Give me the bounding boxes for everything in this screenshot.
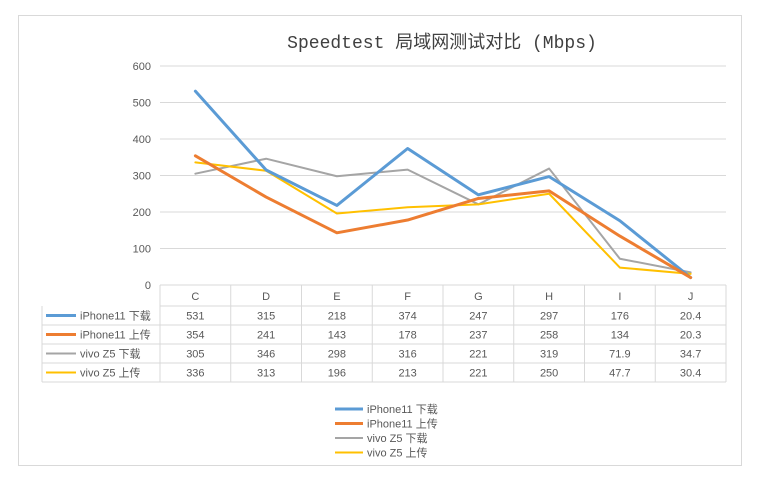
table-cell: 20.4 bbox=[680, 311, 701, 323]
x-category-label: J bbox=[688, 291, 694, 303]
y-tick-label: 600 bbox=[133, 61, 151, 73]
legend-label: iPhone11 下载 bbox=[367, 403, 438, 416]
table-cell: 134 bbox=[611, 330, 629, 342]
series-line-1 bbox=[193, 154, 693, 280]
chart-title: Speedtest 局域网测试对比 (Mbps) bbox=[287, 32, 597, 54]
table-cell: 315 bbox=[257, 311, 275, 323]
table-cell: 374 bbox=[398, 311, 416, 323]
series-line-0 bbox=[193, 89, 693, 280]
table-cell: 297 bbox=[540, 311, 558, 323]
table-cell: 258 bbox=[540, 330, 558, 342]
legend-label: vivo Z5 下载 bbox=[367, 432, 428, 445]
table-cell: 213 bbox=[398, 368, 416, 380]
y-tick-label: 200 bbox=[133, 207, 151, 219]
table-cell: 196 bbox=[328, 368, 346, 380]
legend-label: vivo Z5 上传 bbox=[367, 447, 428, 460]
table-cell: 71.9 bbox=[609, 349, 630, 361]
table-cell: 241 bbox=[257, 330, 275, 342]
x-category-label: G bbox=[474, 291, 483, 303]
chart-frame bbox=[18, 15, 742, 466]
table-cell: 143 bbox=[328, 330, 346, 342]
y-tick-label: 0 bbox=[145, 280, 151, 292]
table-series-name: vivo Z5 下载 bbox=[80, 348, 141, 361]
table-cell: 47.7 bbox=[609, 368, 630, 380]
table-cell: 218 bbox=[328, 311, 346, 323]
x-category-label: D bbox=[262, 291, 270, 303]
y-tick-label: 400 bbox=[133, 134, 151, 146]
series-line-3 bbox=[194, 161, 692, 275]
table-cell: 313 bbox=[257, 368, 275, 380]
table-cell: 319 bbox=[540, 349, 558, 361]
table-cell: 20.3 bbox=[680, 330, 701, 342]
y-tick-label: 100 bbox=[133, 244, 151, 256]
x-category-label: C bbox=[191, 291, 199, 303]
table-cell: 316 bbox=[398, 349, 416, 361]
table-cell: 221 bbox=[469, 349, 487, 361]
legend-label: iPhone11 上传 bbox=[367, 418, 438, 431]
table-cell: 30.4 bbox=[680, 368, 701, 380]
table-series-name: vivo Z5 上传 bbox=[80, 367, 141, 380]
table-cell: 336 bbox=[186, 368, 204, 380]
table-cell: 250 bbox=[540, 368, 558, 380]
table-cell: 298 bbox=[328, 349, 346, 361]
table-cell: 354 bbox=[186, 330, 204, 342]
table-cell: 305 bbox=[186, 349, 204, 361]
y-tick-label: 300 bbox=[133, 171, 151, 183]
table-cell: 34.7 bbox=[680, 349, 701, 361]
table-cell: 247 bbox=[469, 311, 487, 323]
x-category-label: F bbox=[404, 291, 411, 303]
table-cell: 346 bbox=[257, 349, 275, 361]
x-category-label: I bbox=[618, 291, 621, 303]
y-tick-label: 500 bbox=[133, 98, 151, 110]
table-cell: 178 bbox=[398, 330, 416, 342]
series-line-2 bbox=[194, 157, 692, 274]
table-cell: 221 bbox=[469, 368, 487, 380]
table-cell: 531 bbox=[186, 311, 204, 323]
x-category-label: E bbox=[333, 291, 340, 303]
table-cell: 237 bbox=[469, 330, 487, 342]
x-category-label: H bbox=[545, 291, 553, 303]
table-series-name: iPhone11 上传 bbox=[80, 329, 151, 342]
table-series-name: iPhone11 下载 bbox=[80, 310, 151, 323]
table-cell: 176 bbox=[611, 311, 629, 323]
